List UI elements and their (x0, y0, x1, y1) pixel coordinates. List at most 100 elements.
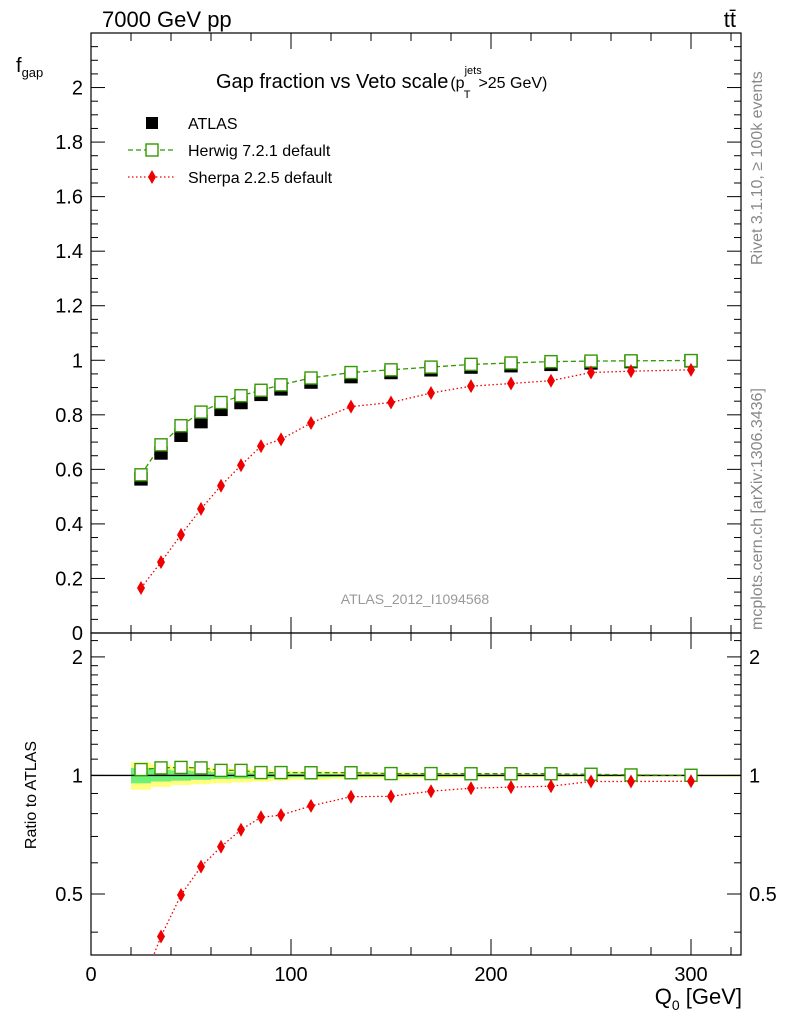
legend-label-sherpa: Sherpa 2.2.5 default (188, 170, 333, 187)
herwig-point (344, 365, 358, 380)
main-ylabel-sub: gap (22, 65, 44, 80)
sherpa-ratio-point (627, 774, 635, 789)
main-ylabel: fgap (16, 55, 43, 80)
sherpa-point (627, 364, 635, 379)
xtick-label: 0 (85, 964, 96, 986)
main-ytick-label: 1.4 (55, 241, 83, 263)
process-label: tt̄ (724, 7, 736, 32)
ratio-ytick-label: 1 (72, 765, 83, 787)
xtick-label: 300 (674, 964, 707, 986)
sherpa-ratio-point (507, 780, 515, 795)
sherpa-point (197, 501, 205, 516)
sherpa-point (157, 555, 165, 570)
herwig-point (174, 419, 188, 433)
herwig-point (134, 468, 148, 482)
herwig-ratio-point (134, 762, 148, 777)
sherpa-point (217, 478, 225, 493)
title-sub: T (464, 89, 471, 101)
sherpa-point (387, 395, 395, 410)
herwig-line (140, 359, 692, 476)
herwig-ratio-point (424, 766, 438, 781)
herwig-point (504, 356, 518, 370)
sherpa-ratio-point (587, 774, 595, 789)
ratio-ytick-label-right: 1 (749, 765, 760, 787)
chart-title: Gap fraction vs Veto scale (pjets T >25 GeV… (216, 65, 547, 101)
main-ytick-label: 2 (72, 78, 83, 100)
sherpa-ratio-point (277, 808, 285, 823)
main-ylabel-main: f (16, 55, 22, 77)
title-sup: jets (464, 65, 483, 77)
sherpa-point (687, 362, 695, 377)
herwig-point (304, 371, 318, 385)
main-ytick-label: 1.2 (55, 296, 83, 318)
sherpa-ratio-point (307, 798, 315, 813)
rivet-label: Rivet 3.1.10, ≥ 100k events (749, 71, 766, 265)
herwig-point (464, 357, 478, 372)
sherpa-ratio-point (387, 789, 395, 804)
sherpa-point (467, 379, 475, 394)
sherpa-point (507, 376, 515, 391)
legend-marker-atlas (146, 117, 158, 129)
title-rest: >25 GeV) (478, 75, 547, 92)
sherpa-point (307, 416, 315, 430)
sherpa-point (347, 399, 355, 414)
x-axis-label: Q0 [GeV] (655, 984, 742, 1013)
xtick-label: 200 (474, 964, 507, 986)
x-axis-label-main: Q (655, 984, 672, 1009)
herwig-point (384, 363, 398, 377)
herwig-point (154, 438, 168, 452)
sherpa-ratio-point (157, 929, 165, 944)
main-ytick-label: 1.8 (55, 132, 83, 154)
herwig-point (274, 378, 288, 392)
herwig-ratio-point (384, 766, 398, 781)
energy-label: 7000 GeV pp (102, 7, 232, 32)
main-ytick-label: 1.6 (55, 187, 83, 209)
herwig-point (584, 354, 598, 368)
title-paren: (p (450, 75, 464, 92)
herwig-point (214, 395, 228, 410)
title-main: Gap fraction vs Veto scale (216, 71, 448, 93)
ratio-frame (90, 632, 742, 956)
herwig-ratio-point (504, 767, 518, 781)
herwig-ratio-point (234, 763, 248, 778)
herwig-ratio-point (544, 767, 558, 781)
sherpa-point (427, 386, 435, 400)
x-axis-label-unit: [GeV] (680, 984, 742, 1009)
sherpa-ratio-point (467, 781, 475, 796)
herwig-ratio-point (214, 763, 228, 778)
legend-marker-herwig (145, 143, 159, 157)
sherpa-ratio-point (347, 789, 355, 804)
sherpa-point (177, 527, 185, 542)
sherpa-ratio-point (237, 822, 245, 837)
herwig-ratio-point (344, 766, 358, 780)
sherpa-ratio-point (217, 839, 225, 854)
main-ytick-label: 0.8 (55, 405, 83, 427)
herwig-ratio-point (154, 761, 168, 775)
sherpa-ratio-point (257, 810, 265, 825)
herwig-point (194, 405, 208, 419)
herwig-ratio-point (174, 760, 188, 775)
main-ytick-label: 0.2 (55, 568, 83, 590)
herwig-ratio-point (464, 767, 478, 781)
sherpa-point (587, 365, 595, 380)
xtick-label: 100 (274, 964, 307, 986)
ratio-ytick-label: 0.5 (55, 884, 83, 906)
sherpa-point (137, 581, 145, 595)
herwig-ratio-point (254, 765, 268, 780)
herwig-ratio-point (194, 761, 208, 775)
herwig-point (254, 383, 268, 397)
x-axis-label-sub: 0 (672, 997, 680, 1013)
main-panel: 0 0.2 0.4 0.6 0.8 1 1.2 1.4 1.6 1.8 2 (55, 32, 742, 645)
sherpa-ratio-point (197, 859, 205, 874)
ratio-panel: 0.5 0.5 1 1 2 2 0 100 200 300 (55, 632, 777, 994)
herwig-point (544, 354, 558, 369)
main-ytick-label: 0.6 (55, 459, 83, 481)
main-ytick-label: 1 (72, 350, 83, 372)
analysis-id: ATLAS_2012_I1094568 (341, 591, 490, 607)
sherpa-point (277, 432, 285, 447)
sherpa-ratio-point (137, 980, 145, 994)
sherpa-ratio-point (177, 888, 185, 903)
herwig-point (424, 360, 438, 374)
ratio-ytick-label: 2 (72, 647, 83, 669)
